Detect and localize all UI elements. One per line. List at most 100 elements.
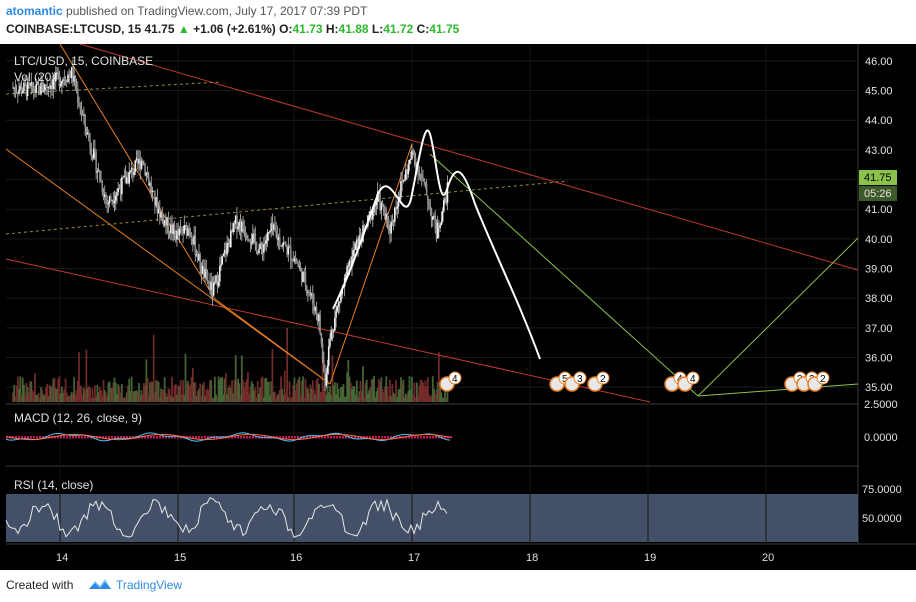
volume-bar (248, 393, 251, 402)
candle-body (320, 334, 323, 344)
candle-body (287, 246, 290, 255)
macd-histogram-bar (42, 436, 44, 439)
volume-bar (324, 389, 326, 402)
macd-histogram-bar (141, 436, 143, 439)
volume-bar (34, 373, 36, 402)
candle-body (209, 281, 211, 291)
volume-bar (363, 397, 366, 402)
volume-bar (408, 376, 411, 402)
volume-bar (247, 372, 249, 402)
volume-bar (80, 386, 83, 402)
candle-body (440, 221, 443, 226)
macd-histogram-bar (384, 436, 386, 439)
candle-body (63, 78, 66, 80)
rsi-line (5, 497, 448, 538)
candle-body (271, 223, 274, 230)
macd-histogram-bar (324, 436, 326, 439)
candle-body (241, 221, 243, 232)
volume-bar (174, 383, 177, 402)
volume-bar (444, 383, 446, 402)
rsi-path (5, 497, 448, 538)
volume-bar (302, 376, 304, 402)
tradingview-link[interactable]: TradingView (116, 578, 183, 592)
volume-bar (245, 379, 248, 402)
macd-histogram-bar (276, 436, 278, 439)
candle-body (79, 105, 82, 110)
candle-body (332, 330, 335, 332)
author-link[interactable]: atomantic (6, 4, 63, 18)
candle-body (35, 84, 37, 93)
candle-body (72, 67, 74, 82)
candle-body (239, 221, 242, 232)
candle-body (210, 281, 213, 291)
volume-bar (156, 380, 159, 402)
event-markers[interactable]: 453244322 (439, 371, 830, 392)
candle-body (280, 245, 282, 247)
volume-bar (98, 387, 101, 402)
time-tick-label: 19 (644, 552, 656, 564)
candle-body (36, 83, 39, 85)
candle-body (327, 346, 330, 366)
candle-body (221, 256, 224, 265)
volume-bar (265, 377, 268, 402)
candle-body (232, 223, 235, 232)
volume-bar (68, 395, 71, 402)
candle-body (216, 275, 219, 287)
volume-bar (109, 388, 112, 402)
candle-body (117, 188, 119, 193)
candle-body (303, 271, 306, 273)
tradingview-logo-icon (89, 579, 111, 589)
candle-body (106, 199, 108, 205)
macd-histogram-bar (177, 436, 179, 439)
volume-bar (53, 377, 56, 402)
candle-body (331, 329, 334, 332)
candle-body (84, 114, 86, 127)
time-tick-label: 16 (290, 552, 302, 564)
candle-body (418, 174, 421, 176)
volume-bar (346, 372, 348, 402)
volume-bar (112, 382, 115, 402)
volume-bar (107, 382, 110, 402)
volume-bar (187, 381, 189, 402)
volume-bar (358, 391, 361, 402)
volume-bar (48, 384, 51, 402)
volume-bar (390, 396, 393, 402)
volume-bar (288, 381, 291, 402)
candle-body (402, 180, 405, 182)
macd-histogram-bar (231, 436, 233, 439)
macd-histogram-bar (102, 436, 104, 439)
macd-histogram-bar (192, 436, 194, 439)
event-count: 4 (452, 374, 458, 385)
macd-histogram-bar (375, 436, 377, 439)
macd-histogram-bar (237, 436, 239, 439)
candle-body (445, 198, 448, 203)
volume-bar (436, 382, 439, 402)
macd-histogram-bar (159, 436, 161, 439)
macd-histogram-bar (201, 436, 203, 439)
candle-body (309, 293, 312, 296)
macd-histogram-bar (24, 436, 26, 439)
candle-body (325, 373, 328, 386)
last-price: 41.75 (144, 22, 175, 36)
volume-bar (85, 349, 88, 402)
chart-area[interactable]: 453244322 35.0036.0037.0038.0039.0040.00… (0, 43, 916, 570)
candle-body (297, 263, 299, 267)
candle-body (326, 365, 329, 374)
candle-body (24, 82, 26, 85)
price-tick-label: 39.00 (865, 264, 893, 276)
volume-bar (340, 387, 342, 402)
volume-bar (177, 385, 180, 402)
chart-svg[interactable]: 453244322 35.0036.0037.0038.0039.0040.00… (0, 43, 916, 570)
volume-bar (97, 392, 100, 402)
candle-body (182, 230, 184, 234)
candle-body (140, 160, 143, 169)
volume-bar (304, 378, 307, 402)
macd-histogram-bar (72, 436, 74, 439)
candle-body (431, 216, 434, 220)
volume-bar (163, 377, 166, 402)
candle-body (198, 253, 200, 261)
macd-tick-label: 2.5000 (864, 399, 898, 411)
publish-line: atomantic published on TradingView.com, … (6, 4, 367, 18)
close-value: 41.75 (429, 22, 460, 36)
volume-bar (205, 389, 208, 402)
